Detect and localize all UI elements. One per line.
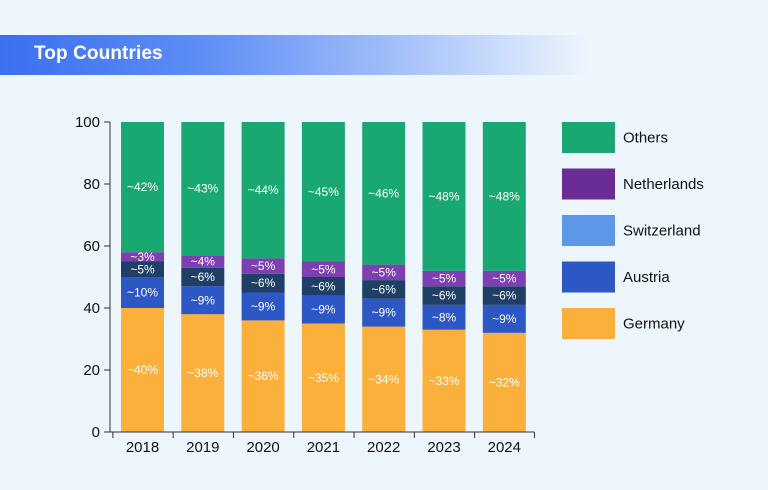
bar-austria-2019 [181, 286, 225, 315]
data-label-netherlands-2023: ~5% [432, 272, 457, 286]
x-tick-label-2018: 2018 [126, 439, 159, 456]
data-label-series3-2020: ~6% [251, 276, 276, 290]
data-label-others-2019: ~43% [187, 182, 218, 196]
y-tick-label-20: 20 [83, 362, 100, 379]
bar-austria-2022 [362, 298, 406, 327]
data-label-others-2020: ~44% [248, 183, 279, 197]
title-banner: Top Countries [0, 35, 590, 75]
data-label-germany-2023: ~33% [428, 374, 459, 388]
bar-series3-2020 [241, 273, 285, 293]
data-label-netherlands-2019: ~4% [191, 255, 216, 269]
data-label-others-2018: ~42% [127, 180, 158, 194]
bar-others-2020 [241, 122, 285, 259]
bar-austria-2024 [482, 304, 526, 333]
data-label-series3-2019: ~6% [191, 270, 216, 284]
bar-series3-2022 [362, 280, 406, 299]
data-label-germany-2020: ~36% [248, 369, 279, 383]
bar-series3-2023 [422, 286, 466, 305]
legend-label-germany: Germany [623, 316, 685, 333]
bar-austria-2020 [241, 292, 285, 321]
data-label-series3-2024: ~6% [492, 289, 517, 303]
data-label-germany-2024: ~32% [489, 375, 520, 389]
bar-netherlands-2023 [422, 270, 466, 287]
data-label-series3-2021: ~6% [311, 279, 336, 293]
bar-germany-2018 [121, 308, 164, 432]
bar-netherlands-2021 [301, 261, 345, 277]
data-label-austria-2019: ~9% [191, 293, 216, 307]
bar-others-2018 [121, 122, 164, 253]
data-label-others-2023: ~48% [428, 189, 459, 203]
data-label-series3-2023: ~6% [432, 289, 457, 303]
y-tick-label-100: 100 [75, 114, 100, 131]
bar-germany-2019 [181, 314, 225, 432]
data-label-austria-2022: ~9% [372, 306, 397, 320]
x-tick-label-2022: 2022 [367, 439, 400, 456]
bar-netherlands-2019 [181, 255, 225, 268]
legend-swatch-austria [562, 261, 615, 293]
y-tick-label-40: 40 [83, 300, 100, 317]
data-label-netherlands-2021: ~5% [311, 262, 336, 276]
data-label-netherlands-2022: ~5% [372, 265, 397, 279]
bar-germany-2021 [301, 323, 345, 432]
data-label-austria-2020: ~9% [251, 299, 276, 313]
data-label-germany-2021: ~35% [308, 371, 339, 385]
data-label-austria-2024: ~9% [492, 312, 517, 326]
data-label-germany-2022: ~34% [368, 372, 399, 386]
x-tick-label-2023: 2023 [427, 439, 460, 456]
bar-germany-2020 [241, 320, 285, 432]
data-label-austria-2021: ~9% [311, 303, 336, 317]
data-label-others-2024: ~48% [489, 189, 520, 203]
legend-label-others: Others [623, 130, 668, 147]
legend-swatch-netherlands [562, 168, 615, 200]
data-label-series3-2022: ~6% [372, 282, 397, 296]
data-label-germany-2018: ~40% [127, 363, 158, 377]
bar-netherlands-2024 [482, 270, 526, 287]
data-label-germany-2019: ~38% [187, 366, 218, 380]
chart-title: Top Countries [34, 43, 163, 64]
bar-germany-2024 [482, 332, 526, 432]
x-tick-label-2019: 2019 [186, 439, 219, 456]
bar-series3-2021 [301, 277, 345, 296]
legend-swatch-germany [562, 308, 615, 339]
data-label-netherlands-2024: ~5% [492, 272, 517, 286]
x-tick-label-2020: 2020 [246, 439, 279, 456]
x-tick-label-2021: 2021 [307, 439, 340, 456]
bar-austria-2021 [301, 295, 345, 324]
legend-swatch-others [562, 122, 615, 153]
bar-germany-2023 [422, 329, 466, 432]
y-tick-label-0: 0 [92, 424, 100, 441]
bar-others-2019 [181, 122, 225, 256]
bar-others-2021 [301, 122, 345, 262]
data-label-others-2022: ~46% [368, 186, 399, 200]
bar-germany-2022 [362, 326, 406, 432]
bar-series3-2018 [121, 261, 164, 277]
bar-series3-2019 [181, 267, 225, 287]
x-tick-label-2024: 2024 [488, 439, 521, 456]
legend-label-switzerland: Switzerland [623, 223, 701, 240]
data-label-netherlands-2018: ~3% [130, 250, 155, 264]
bar-netherlands-2020 [241, 258, 285, 274]
bar-others-2024 [482, 122, 526, 271]
data-label-austria-2018: ~10% [127, 286, 158, 300]
legend-swatch-switzerland [562, 215, 615, 246]
data-label-austria-2023: ~8% [432, 310, 457, 324]
y-tick-label-80: 80 [83, 176, 100, 193]
legend-label-austria: Austria [623, 269, 670, 286]
bar-netherlands-2022 [362, 264, 406, 281]
bar-series3-2024 [482, 286, 526, 305]
bar-austria-2018 [121, 277, 164, 308]
data-label-netherlands-2020: ~5% [251, 259, 276, 273]
data-label-series3-2018: ~5% [130, 262, 155, 276]
bar-netherlands-2018 [121, 252, 164, 262]
bar-others-2022 [362, 122, 406, 265]
data-label-others-2021: ~45% [308, 185, 339, 199]
legend-label-netherlands: Netherlands [623, 176, 704, 193]
bar-others-2023 [422, 122, 466, 271]
bar-austria-2023 [422, 304, 466, 330]
y-tick-label-60: 60 [83, 238, 100, 255]
